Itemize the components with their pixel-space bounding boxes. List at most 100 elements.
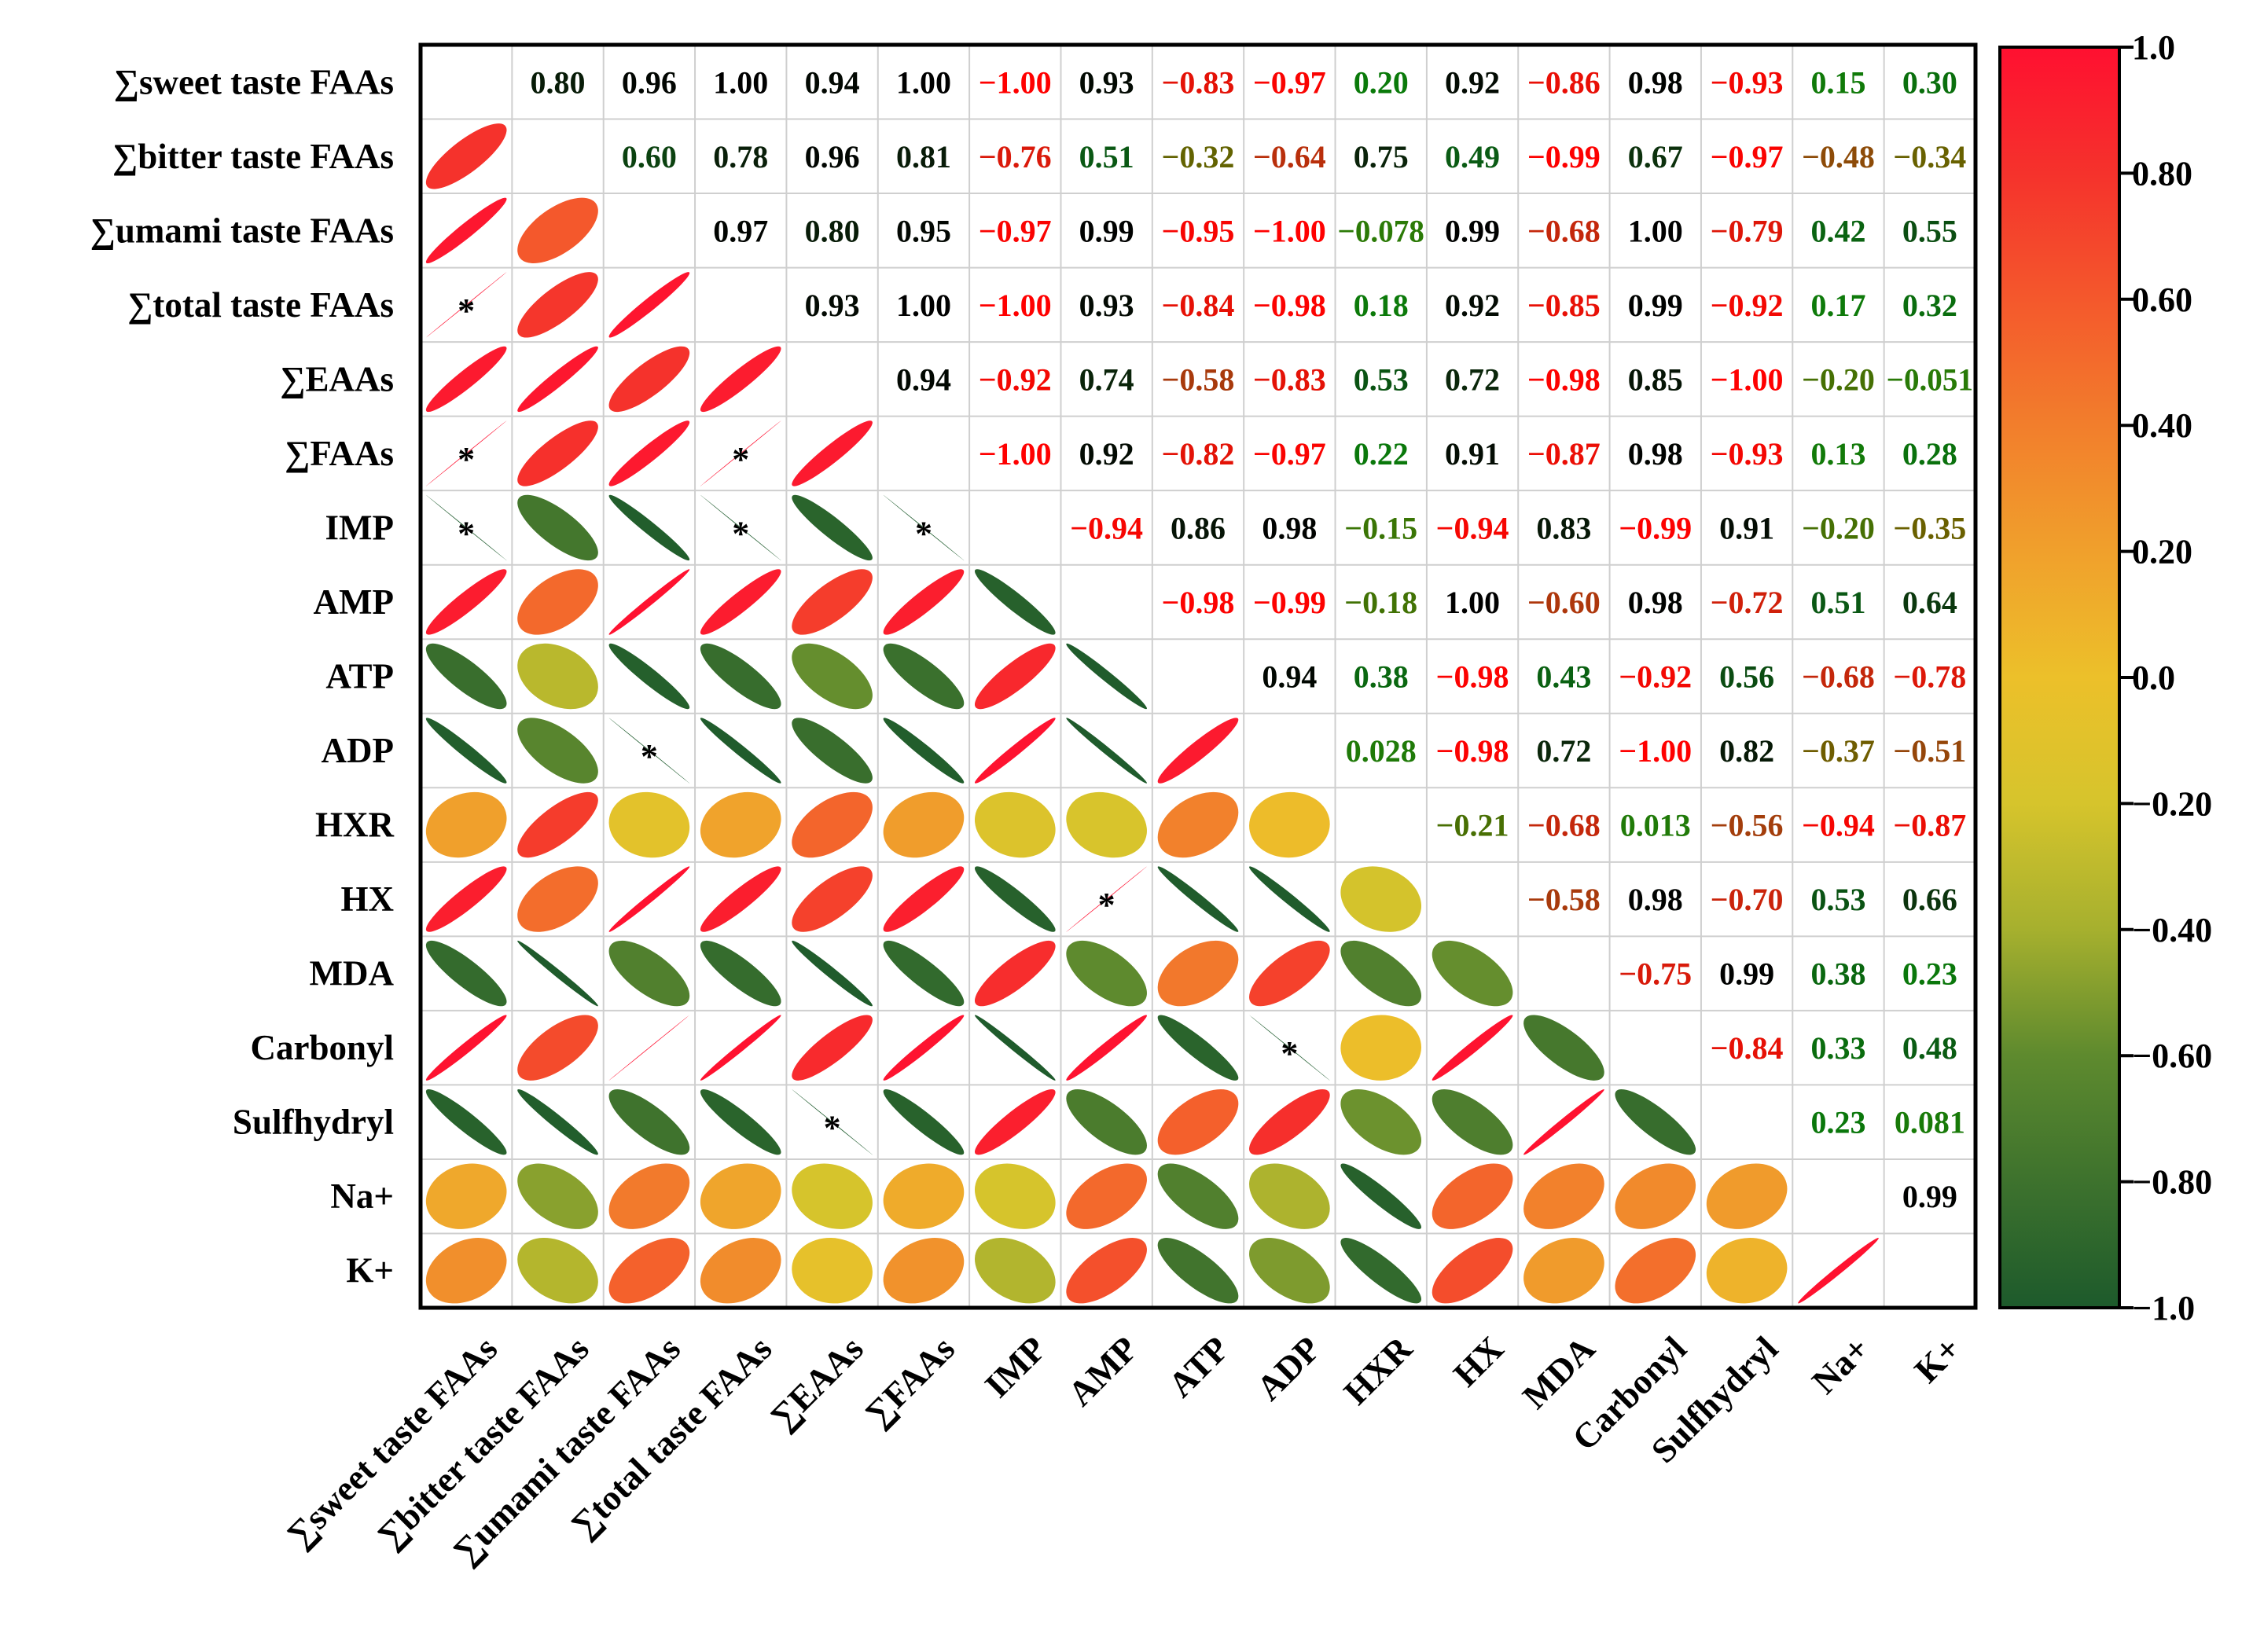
correlation-ellipse: [883, 940, 965, 1007]
correlation-ellipse-cell: [792, 1088, 873, 1155]
correlation-ellipse: [883, 1088, 965, 1155]
correlation-ellipse: [425, 643, 507, 710]
correlation-ellipse: [1066, 643, 1147, 710]
matrix-cells: 0.80 0.96 1.00 0.94 1.00 −1.00 0.93 −0.83 −0.97 0…: [425, 64, 1973, 1304]
correlation-ellipse: [608, 346, 690, 413]
correlation-ellipse: [883, 643, 965, 710]
correlation-ellipse: [974, 940, 1056, 1007]
correlation-ellipse-cell: [792, 1163, 873, 1229]
correlation-ellipse: [1798, 1238, 1879, 1304]
correlation-ellipse: [517, 494, 598, 561]
correlation-ellipse: [700, 643, 781, 710]
correlation-ellipse-cell: [792, 718, 873, 784]
coefficient-label: −0.64: [1253, 139, 1326, 174]
coefficient-label: 0.91: [1719, 510, 1774, 545]
significance-star: *: [824, 1109, 841, 1147]
correlation-ellipse-cell: [700, 718, 781, 784]
correlation-ellipse: [1157, 1163, 1239, 1229]
correlation-ellipse-cell: [792, 643, 873, 710]
coefficient-label: −0.78: [1893, 659, 1966, 695]
coefficient-label: 0.42: [1810, 213, 1865, 248]
correlation-ellipse: [517, 420, 598, 486]
correlation-ellipse: [1066, 1015, 1147, 1081]
coefficient-label: 0.33: [1810, 1030, 1865, 1066]
coefficient-label: 0.43: [1536, 659, 1591, 695]
correlation-ellipse-cell: [1249, 940, 1330, 1007]
coefficient-label: 0.72: [1536, 733, 1591, 769]
coefficient-label: 0.92: [1445, 288, 1500, 323]
correlation-ellipse: [974, 791, 1056, 858]
coefficient-label: 0.28: [1902, 436, 1957, 472]
coefficient-label: 0.99: [1628, 288, 1683, 323]
coefficient-label: 0.94: [896, 362, 951, 397]
correlation-ellipse: [425, 272, 507, 338]
significance-star: *: [458, 514, 475, 553]
coefficient-label: −0.92: [979, 362, 1052, 397]
correlation-ellipse-cell: [1432, 1163, 1513, 1229]
coefficient-label: −0.48: [1802, 139, 1875, 174]
correlation-ellipse-cell: [792, 791, 873, 858]
correlation-ellipse: [1432, 1015, 1513, 1081]
coefficient-label: 0.93: [1079, 288, 1134, 323]
correlation-ellipse: [517, 197, 598, 264]
column-label: ATP: [1160, 1329, 1237, 1405]
column-labels: ∑sweet taste FAAs∑bitter taste FAAs∑umam…: [279, 1328, 1968, 1571]
correlation-ellipse: [700, 420, 781, 486]
significance-star: *: [1281, 1034, 1298, 1073]
correlation-ellipse: [700, 1015, 781, 1081]
correlation-ellipse: [1157, 1088, 1239, 1155]
coefficient-label: 0.99: [1719, 956, 1774, 992]
correlation-ellipse-cell: [1340, 1163, 1422, 1229]
coefficient-label: 1.00: [896, 64, 951, 100]
column-label: ADP: [1249, 1329, 1329, 1408]
colorbar-ticks: 1.0 0.80 0.60 0.40 0.20 0.0 −0.20 −0.40 −0.60 −0.…: [2119, 28, 2212, 1327]
correlation-ellipse: [1066, 1238, 1147, 1304]
correlation-ellipse: [608, 1088, 690, 1155]
correlation-ellipse-cell: [608, 346, 690, 413]
correlation-ellipse-cell: [517, 1163, 598, 1229]
correlation-ellipse: [517, 1163, 598, 1229]
row-label: ∑bitter taste FAAs: [112, 137, 394, 176]
coefficient-label: −0.85: [1527, 288, 1601, 323]
correlation-ellipse-cell: [1157, 1088, 1239, 1155]
coefficient-label: −0.98: [1436, 733, 1509, 769]
correlation-ellipse-cell: [517, 569, 598, 635]
correlation-ellipse: [700, 1088, 781, 1155]
correlation-ellipse-cell: [1157, 1163, 1239, 1229]
coefficient-label: 0.99: [1902, 1179, 1957, 1214]
correlation-ellipse-cell: [517, 346, 598, 413]
correlation-ellipse: [608, 494, 690, 561]
coefficient-label: 0.94: [1262, 659, 1317, 695]
coefficient-label: −1.00: [1619, 733, 1692, 769]
significance-star: *: [732, 514, 749, 553]
correlation-ellipse-cell: [1340, 1238, 1422, 1304]
coefficient-label: 0.66: [1902, 882, 1957, 917]
correlation-ellipse: [1340, 1238, 1422, 1304]
coefficient-label: −0.92: [1619, 659, 1692, 695]
colorbar-tick-label: 0.40: [2132, 406, 2192, 445]
correlation-ellipse-cell: [1157, 1238, 1239, 1304]
correlation-ellipse-cell: [608, 420, 690, 486]
coefficient-label: 1.00: [896, 288, 951, 323]
coefficient-label: 0.51: [1810, 585, 1865, 620]
correlation-ellipse: [792, 1163, 873, 1229]
coefficient-label: −0.58: [1527, 882, 1601, 917]
correlation-ellipse: [425, 1238, 507, 1304]
correlation-ellipse: [425, 346, 507, 413]
coefficient-label: 0.98: [1262, 510, 1317, 545]
correlation-ellipse-cell: [883, 1238, 965, 1304]
coefficient-label: −0.98: [1253, 288, 1326, 323]
correlation-ellipse-cell: [700, 1015, 781, 1081]
row-label: ∑total taste FAAs: [127, 285, 394, 325]
coefficient-label: −0.37: [1802, 733, 1875, 769]
coefficient-label: 0.85: [1628, 362, 1683, 397]
correlation-ellipse: [883, 1015, 965, 1081]
correlation-ellipse-cell: [792, 1238, 873, 1304]
plot-frame: [418, 42, 1978, 1310]
correlation-ellipse-cell: [608, 1163, 690, 1229]
correlation-ellipse: [1066, 718, 1147, 784]
correlation-ellipse: [1340, 1088, 1422, 1155]
colorbar-tick-label: 0.20: [2132, 533, 2192, 571]
correlation-ellipse-cell: [1340, 1015, 1422, 1081]
correlation-ellipse-cell: [974, 1088, 1056, 1155]
